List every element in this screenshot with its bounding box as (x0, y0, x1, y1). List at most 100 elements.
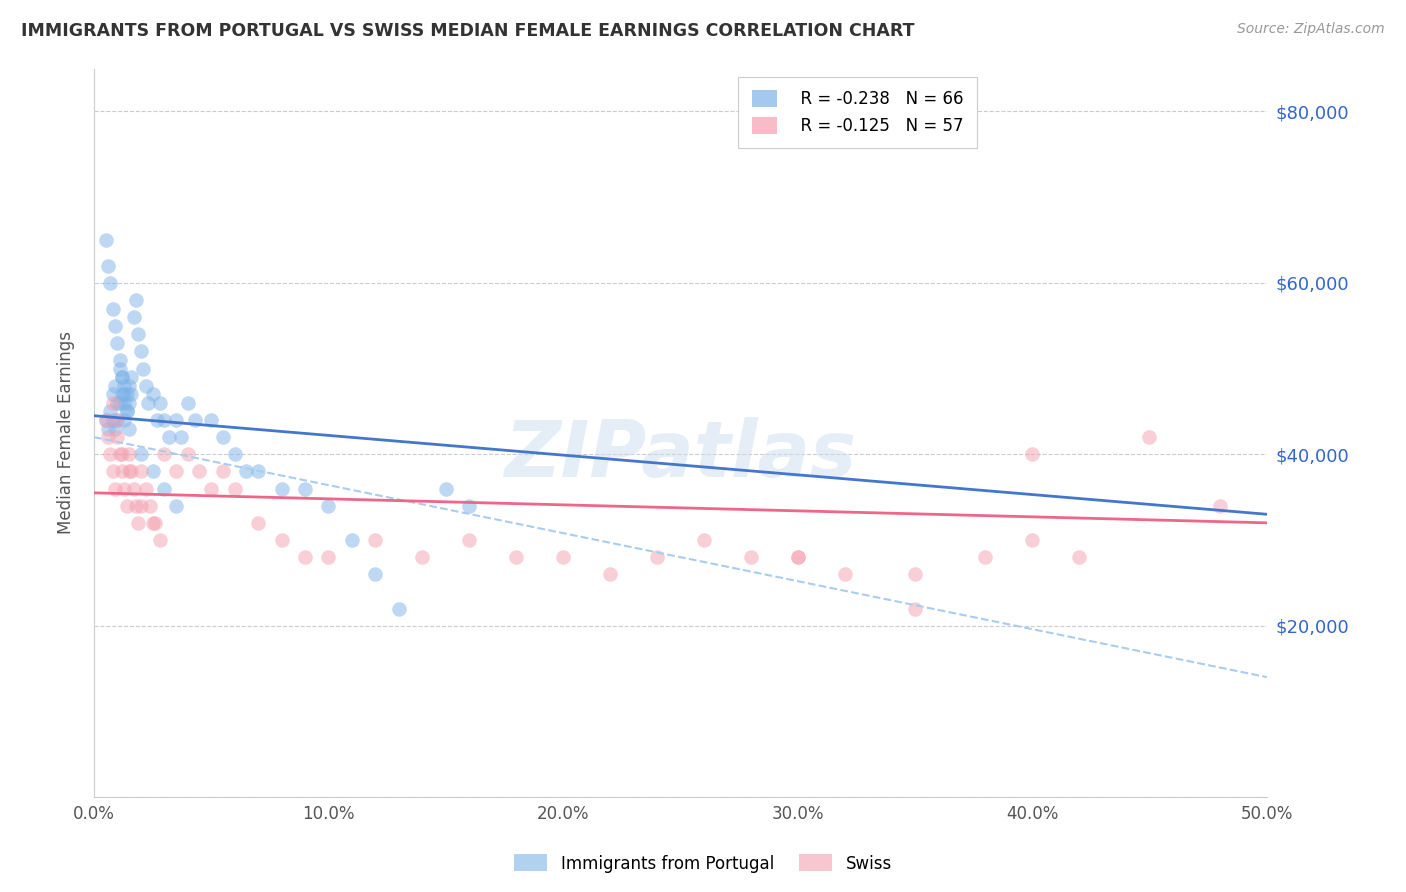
Point (224, 482, 246, 496)
Point (135, 482, 157, 496)
Point (105, 430, 128, 444)
Point (146, 413, 169, 427)
Point (270, 482, 292, 496)
Point (142, 464, 165, 478)
Point (184, 413, 207, 427)
Point (108, 353, 131, 368)
Point (129, 344, 152, 359)
Point (111, 387, 134, 401)
Point (108, 447, 131, 461)
Point (458, 499, 481, 513)
Point (143, 516, 166, 530)
Point (142, 387, 165, 401)
Point (101, 464, 124, 478)
Point (1139, 430, 1161, 444)
Point (98, 404, 121, 418)
Point (212, 464, 235, 478)
Legend: Immigrants from Portugal, Swiss: Immigrants from Portugal, Swiss (508, 847, 898, 880)
Point (1021, 533, 1043, 547)
Point (94, 413, 117, 427)
Point (974, 550, 997, 565)
Point (135, 378, 157, 392)
Point (94, 233, 117, 247)
Point (318, 550, 340, 565)
Point (136, 396, 159, 410)
Point (551, 550, 574, 565)
Point (318, 499, 340, 513)
Point (132, 361, 155, 376)
Point (834, 567, 856, 582)
Point (112, 396, 135, 410)
Point (1021, 447, 1043, 461)
Point (364, 533, 387, 547)
Point (115, 387, 138, 401)
Point (104, 378, 127, 392)
Point (224, 447, 246, 461)
Point (128, 327, 150, 342)
Point (97, 421, 120, 435)
Point (118, 421, 141, 435)
Point (122, 482, 145, 496)
Point (786, 550, 808, 565)
Point (786, 550, 808, 565)
Text: Source: ZipAtlas.com: Source: ZipAtlas.com (1237, 22, 1385, 37)
Point (115, 404, 138, 418)
Point (120, 387, 142, 401)
Point (115, 499, 138, 513)
Point (111, 464, 134, 478)
Point (118, 447, 141, 461)
Point (270, 533, 292, 547)
Point (599, 567, 621, 582)
Point (247, 464, 270, 478)
Point (101, 396, 124, 410)
Y-axis label: Median Female Earnings: Median Female Earnings (58, 331, 75, 534)
Point (364, 567, 387, 582)
Point (97, 259, 120, 273)
Point (165, 464, 187, 478)
Point (1067, 550, 1090, 565)
Point (294, 482, 316, 496)
Point (120, 464, 142, 478)
Point (153, 413, 176, 427)
Point (153, 482, 176, 496)
Point (411, 550, 433, 565)
Point (177, 396, 200, 410)
Point (200, 482, 222, 496)
Point (104, 482, 127, 496)
Point (1209, 499, 1232, 513)
Point (247, 516, 270, 530)
Point (904, 601, 927, 615)
Point (115, 404, 138, 418)
Point (125, 499, 148, 513)
Point (177, 447, 200, 461)
Point (101, 301, 124, 316)
Point (94, 413, 117, 427)
Point (105, 335, 128, 350)
Point (98, 447, 121, 461)
Point (170, 430, 193, 444)
Point (128, 516, 150, 530)
Point (122, 310, 145, 325)
Point (108, 396, 131, 410)
Point (149, 396, 172, 410)
Point (294, 550, 316, 565)
Point (200, 413, 222, 427)
Point (105, 396, 128, 410)
Point (645, 550, 668, 565)
Point (505, 550, 527, 565)
Text: ZIPatlas: ZIPatlas (505, 417, 856, 492)
Point (165, 499, 187, 513)
Point (118, 396, 141, 410)
Point (112, 387, 135, 401)
Point (105, 413, 128, 427)
Point (112, 413, 135, 427)
Point (111, 370, 134, 384)
Point (212, 430, 235, 444)
Point (112, 378, 135, 392)
Point (139, 499, 162, 513)
Point (434, 482, 457, 496)
Point (157, 430, 180, 444)
Point (111, 370, 134, 384)
Point (904, 567, 927, 582)
Point (101, 387, 124, 401)
